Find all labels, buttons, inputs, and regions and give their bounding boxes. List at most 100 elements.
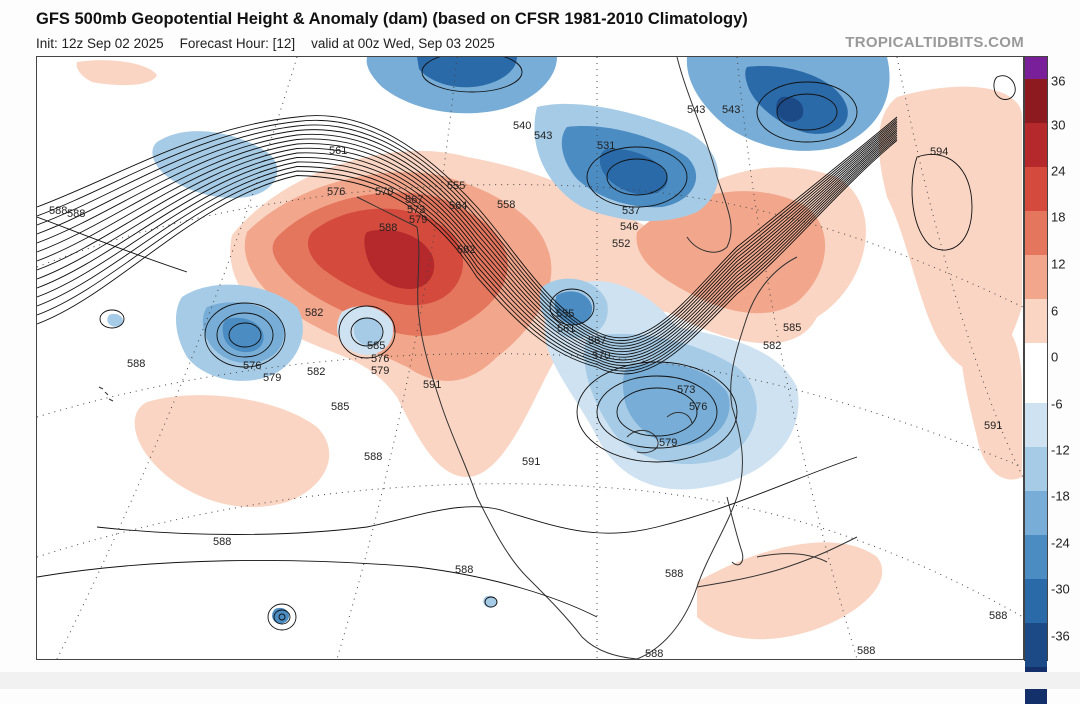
colorbar-segment [1025, 623, 1047, 667]
contour-label: 588 [67, 208, 85, 220]
warm-anomaly-newfoundland [636, 191, 826, 314]
valid-time: valid at 00z Wed, Sep 03 2025 [311, 36, 495, 51]
closed-contour [549, 288, 595, 326]
contour-label: 567 [405, 194, 423, 206]
contour-label: 573 [407, 204, 425, 216]
colorbar-tick-label: -24 [1051, 535, 1070, 551]
contour-label: 594 [930, 146, 948, 158]
contour-label: 546 [620, 221, 638, 233]
colorbar-tick-label: 18 [1051, 209, 1066, 225]
init-time: Init: 12z Sep 02 2025 [36, 36, 164, 51]
contour-label: 561 [557, 323, 575, 335]
height-contour-588 [37, 559, 598, 618]
contour-label: 567 [588, 335, 606, 347]
closed-contour [278, 613, 286, 621]
contour-label: 543 [722, 104, 740, 116]
colorbar-segment [1025, 343, 1047, 403]
contour-label: 555 [556, 308, 574, 320]
contour-label: 591 [522, 456, 540, 468]
closed-contour [616, 387, 698, 437]
contour-label: 543 [687, 104, 705, 116]
closed-contour [267, 603, 297, 631]
cold-anomaly-greenland-peak [776, 96, 804, 122]
colorbar-segment [1025, 57, 1047, 79]
closed-contour [586, 146, 688, 208]
closed-contour [216, 312, 274, 358]
contour-label: 582 [307, 366, 325, 378]
longitude-line [56, 57, 298, 659]
height-contour [37, 132, 898, 364]
colorbar-segment [1025, 579, 1047, 623]
north-america-outline [356, 196, 858, 659]
lat-lon-grid [37, 57, 1023, 659]
chart-title: GFS 500mb Geopotential Height & Anomaly … [36, 10, 748, 28]
height-contour [37, 118, 898, 341]
weather-map: 588 561 576 570 567 573 579 588 585 555 564 558 582 5… [36, 56, 1024, 660]
contour-label: 585 [367, 340, 385, 352]
colorbar-segment [1025, 299, 1047, 343]
contour-label: 558 [497, 199, 515, 211]
contour-label: 540 [513, 120, 531, 132]
colorbar-tick-label: 12 [1051, 256, 1066, 272]
cold-anomaly-small [107, 313, 123, 327]
closed-contour [606, 158, 668, 196]
closed-contour [350, 317, 384, 347]
contour-label: 588 [989, 610, 1007, 622]
colorbar-tick-label: -12 [1051, 442, 1070, 458]
closed-contour [484, 596, 498, 608]
colorbar-segment [1025, 123, 1047, 167]
contour-label: 576 [371, 353, 389, 365]
height-contour [37, 120, 898, 344]
height-contour [37, 122, 898, 347]
closed-contour [273, 609, 291, 625]
contour-label: 579 [263, 372, 281, 384]
contour-label: 582 [763, 340, 781, 352]
contour-label: 576 [689, 401, 707, 413]
height-contour [37, 140, 898, 375]
height-contour [37, 136, 898, 369]
closed-contour [228, 322, 262, 348]
positive-anomaly-shading [76, 60, 1022, 640]
height-contour [37, 134, 898, 366]
greenland-outline [676, 57, 732, 253]
hawaii-islands [98, 386, 114, 402]
contour-label: 585 [783, 322, 801, 334]
contour-label: 588 [127, 358, 145, 370]
contour-label: 564 [449, 200, 467, 212]
warm-anomaly-atlantic [878, 86, 1022, 372]
warm-anomaly-east-atlantic [960, 314, 1022, 480]
colorbar-segment [1025, 211, 1047, 255]
contour-label: 588 [379, 222, 397, 234]
colorbar-segment [1025, 403, 1047, 447]
height-contour [37, 129, 898, 358]
cuba-outline [756, 553, 828, 563]
colorbar-tick-label: -36 [1051, 628, 1070, 644]
contour-label: 588 [364, 451, 382, 463]
site-credit: TROPICALTIDBITS.COM [845, 34, 1024, 51]
anomaly-colorbar [1024, 56, 1048, 704]
contour-label: 570 [592, 350, 610, 362]
height-contour [37, 127, 898, 355]
height-contour [37, 125, 898, 352]
warm-anomaly-pacific [134, 395, 330, 508]
high-contour-594 [911, 154, 973, 251]
coastlines [98, 57, 858, 659]
closed-contour [421, 57, 523, 93]
contour-label: 591 [423, 379, 441, 391]
contour-label: 582 [457, 244, 475, 256]
contour-label: 576 [243, 360, 261, 372]
contour-label: 561 [329, 145, 347, 157]
bottom-strip [0, 672, 1080, 689]
closed-contour [756, 81, 858, 143]
colorbar-tick-label: 24 [1051, 163, 1066, 179]
contour-label: 588 [857, 645, 875, 657]
contour-label: 591 [984, 420, 1002, 432]
forecast-hour: Forecast Hour: [12] [179, 36, 296, 51]
latitude-line [37, 483, 1023, 618]
closed-contour [99, 309, 125, 329]
florida-outline [726, 496, 744, 566]
high-contour [993, 75, 1016, 100]
contour-label: 579 [371, 365, 389, 377]
